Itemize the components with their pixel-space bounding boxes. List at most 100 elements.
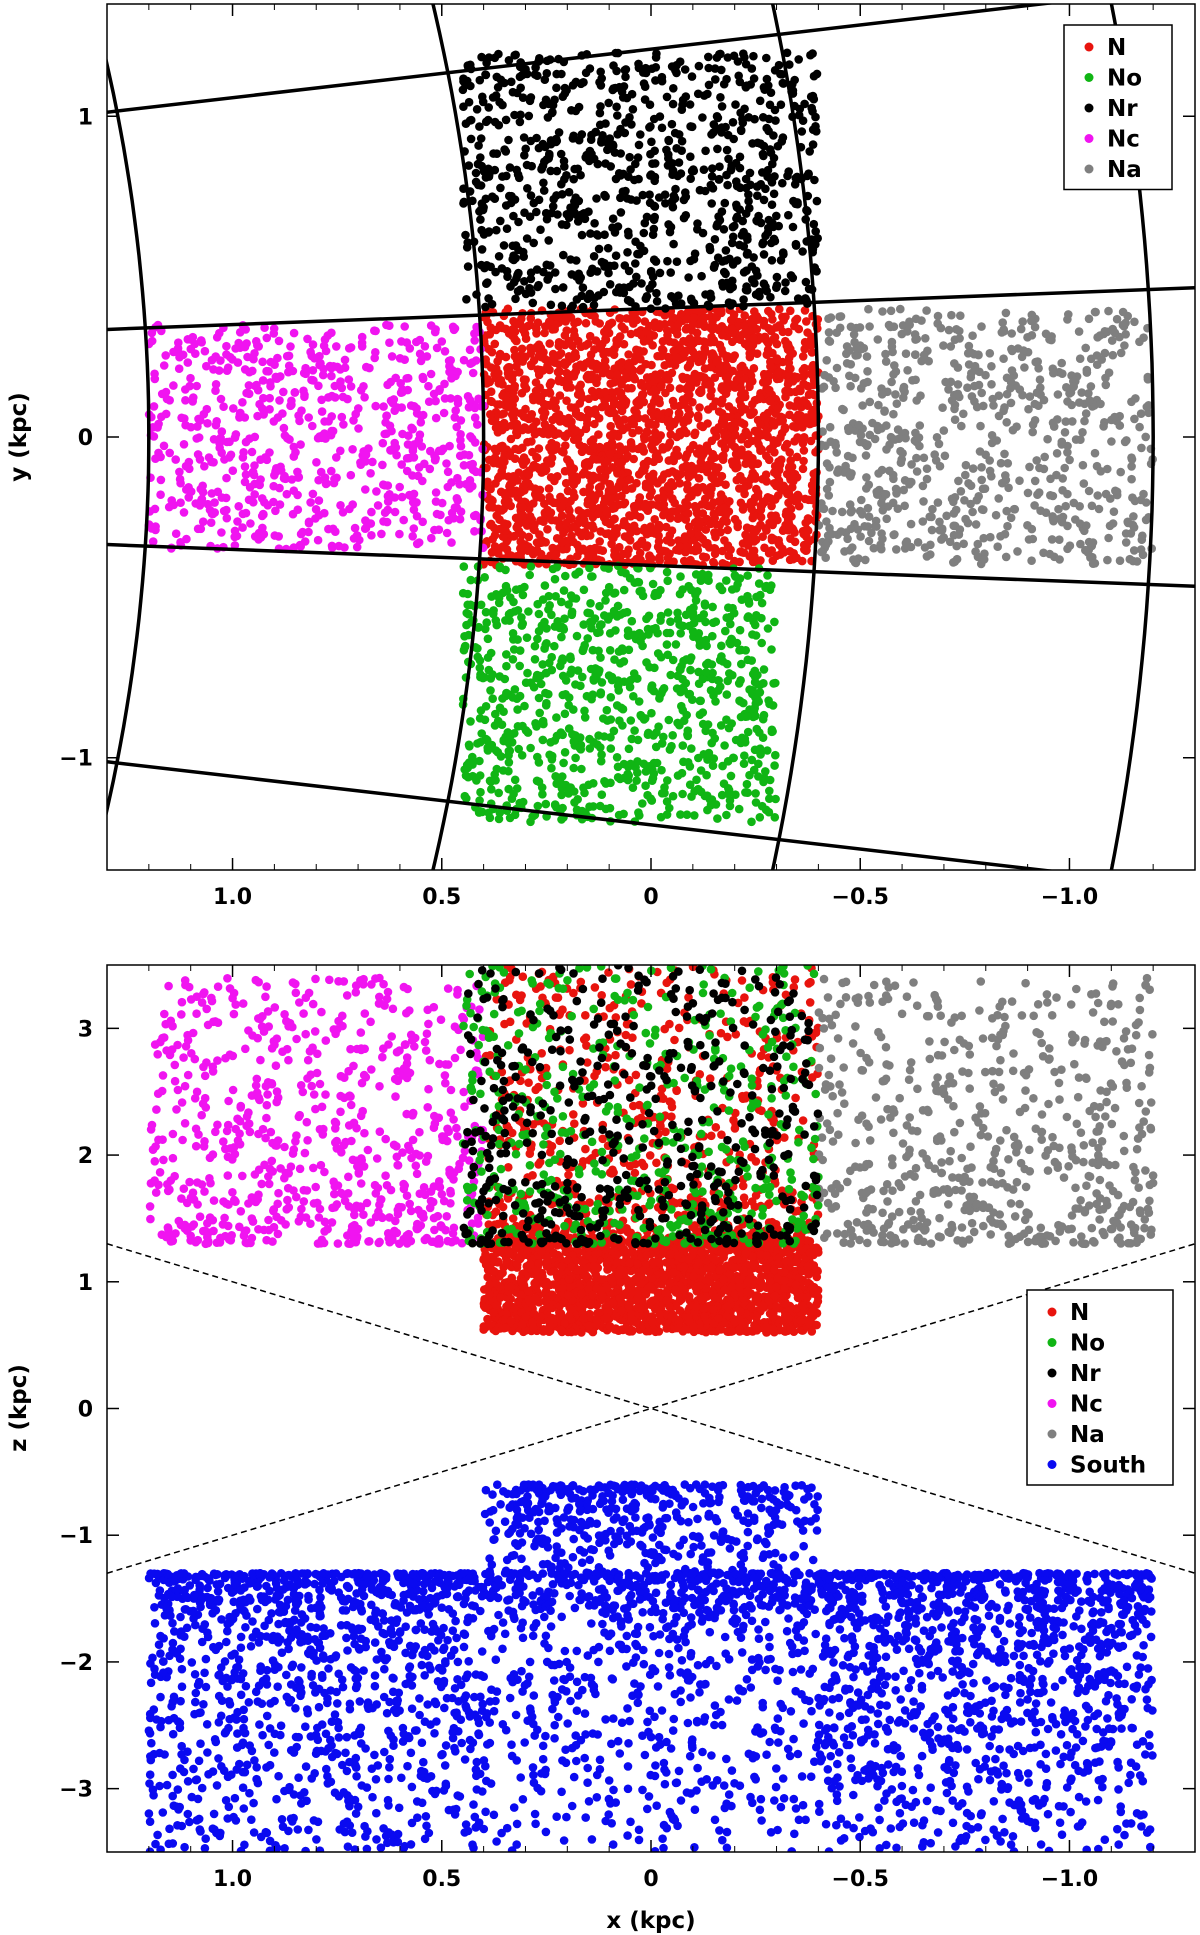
top-point-nc (280, 471, 289, 481)
top-point-n (623, 533, 632, 542)
top-point-nr (612, 66, 621, 76)
top-point-n (794, 324, 804, 334)
top-point-nc (300, 537, 310, 546)
top-point-n (510, 345, 519, 355)
top-point-nc (216, 394, 226, 404)
top-point-nc (258, 376, 268, 385)
top-point-n (577, 531, 587, 541)
top-point-nr (639, 228, 649, 238)
top-point-n (718, 330, 727, 340)
top-point-n (673, 319, 683, 329)
top-point-no (533, 599, 542, 609)
top-point-nr (640, 95, 650, 104)
top-point-no (464, 609, 473, 619)
top-point-na (952, 541, 961, 551)
top-point-n (532, 452, 541, 462)
top-point-nr (767, 238, 776, 248)
top-point-nc (391, 373, 401, 383)
top-point-nr (759, 151, 768, 161)
top-point-no (513, 606, 523, 615)
top-point-no (613, 762, 623, 772)
top-point-na (1060, 463, 1069, 473)
top-point-n (698, 422, 708, 432)
top-point-n (638, 380, 647, 390)
top-point-nc (217, 427, 227, 436)
top-point-n (606, 421, 615, 431)
top-point-nr (708, 184, 718, 193)
top-point-no (460, 791, 470, 801)
top-point-n (613, 469, 622, 478)
top-point-nc (238, 398, 247, 407)
top-point-no (663, 776, 672, 785)
top-point-nr (701, 186, 710, 196)
top-point-n (675, 542, 684, 551)
top-point-no (613, 601, 623, 611)
top-point-na (976, 421, 985, 431)
top-point-nc (437, 337, 447, 346)
top-point-n (701, 553, 711, 562)
top-point-n (750, 307, 759, 316)
top-point-nr (767, 200, 777, 209)
top-point-no (701, 617, 710, 627)
top-point-no (505, 813, 515, 823)
top-point-no (765, 775, 775, 785)
top-point-no (580, 788, 589, 798)
top-point-nr (729, 51, 739, 61)
top-point-nc (317, 395, 326, 405)
top-point-n (799, 456, 808, 466)
top-point-nc (325, 361, 335, 371)
top-point-n (609, 533, 618, 543)
top-point-n (553, 472, 562, 481)
top-point-no (502, 650, 511, 659)
top-point-no (567, 665, 576, 675)
top-point-nr (494, 49, 503, 59)
top-point-nc (418, 517, 428, 527)
top-point-nr (544, 271, 554, 281)
top-point-n (808, 405, 818, 415)
top-point-n (545, 508, 555, 518)
top-point-nc (211, 352, 220, 361)
top-point-no (699, 610, 709, 619)
top-point-na (824, 328, 834, 337)
top-point-nr (710, 235, 720, 244)
top-point-no (663, 650, 673, 660)
top-point-n (698, 534, 707, 544)
top-point-n (615, 542, 624, 552)
top-point-n (780, 423, 790, 432)
top-point-n (737, 435, 746, 444)
top-point-nr (477, 52, 486, 62)
top-point-na (1025, 392, 1035, 401)
top-point-nc (312, 458, 321, 467)
top-point-n (743, 535, 752, 544)
top-point-na (939, 341, 948, 350)
top-point-nr (562, 210, 572, 219)
top-point-no (540, 617, 549, 627)
top-point-nr (619, 288, 629, 298)
top-point-nr (542, 69, 552, 78)
top-point-n (635, 512, 645, 522)
top-point-nc (229, 404, 238, 413)
top-point-n (616, 314, 625, 323)
top-point-nr (674, 130, 684, 139)
top-point-nr (664, 220, 673, 229)
top-point-no (623, 631, 633, 640)
top-point-n (782, 439, 792, 449)
top-point-na (1057, 358, 1066, 368)
top-point-nr (754, 211, 763, 221)
top-point-no (630, 726, 639, 735)
top-point-n (729, 406, 738, 415)
top-point-nc (382, 411, 392, 421)
top-point-nr (574, 102, 584, 112)
top-point-n (707, 473, 716, 482)
top-point-nc (249, 354, 258, 364)
top-point-nc (413, 471, 423, 481)
top-point-nc (271, 372, 281, 382)
top-point-n (752, 484, 761, 494)
top-point-nc (210, 498, 219, 507)
top-point-no (569, 763, 578, 773)
top-point-n (695, 403, 704, 412)
top-point-nr (497, 264, 507, 273)
top-point-n (511, 352, 521, 362)
top-point-no (475, 771, 485, 780)
top-point-nc (258, 357, 267, 367)
